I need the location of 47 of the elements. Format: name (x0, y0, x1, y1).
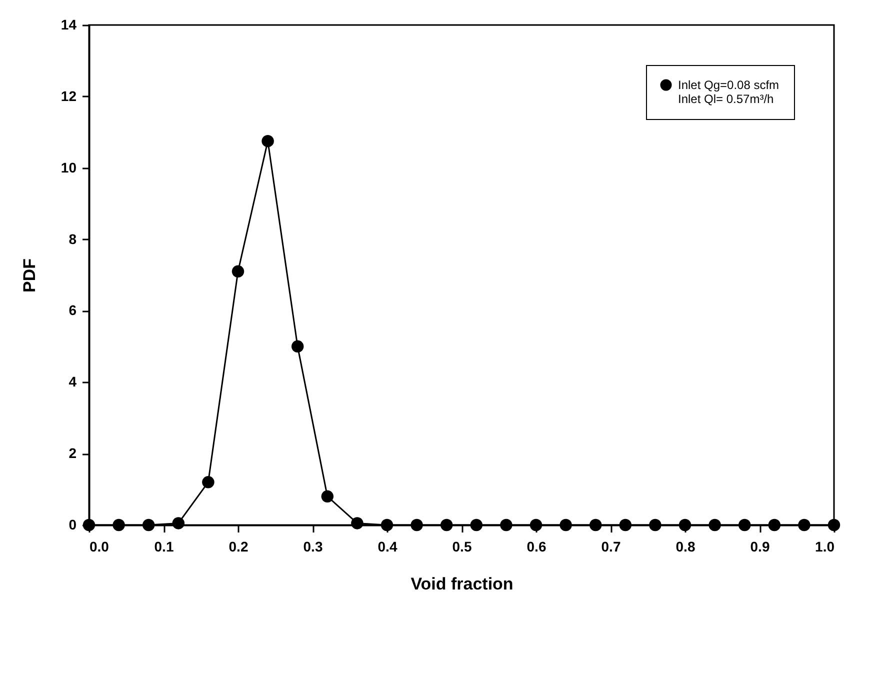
point (232, 265, 244, 278)
point (380, 518, 394, 532)
x-tick-label: 0.5 (452, 538, 472, 554)
point (321, 490, 334, 503)
x-tick-label: 0.2 (228, 538, 248, 554)
x-tick-label: 0.4 (378, 538, 398, 554)
point (619, 518, 632, 532)
y-tick-label: 8 (68, 230, 77, 247)
point (530, 518, 542, 532)
point (768, 518, 781, 532)
point (112, 518, 125, 532)
x-tick-label: 0.6 (526, 538, 546, 554)
point (351, 517, 364, 530)
y-tick-label: 12 (60, 88, 77, 104)
point (440, 518, 453, 532)
y-axis-title: PDF (20, 258, 39, 292)
legend-label: Inlet Qg=0.08 scfm (678, 78, 780, 92)
point (678, 518, 692, 532)
x-tick-label: 0.3 (303, 538, 323, 554)
point (798, 518, 810, 532)
y-tick-label: 6 (68, 302, 77, 318)
y-tick-label: 2 (68, 445, 77, 462)
x-tick-label: 0.1 (154, 538, 174, 554)
point (560, 518, 572, 532)
y-tick-label: 10 (60, 159, 77, 176)
y-tick-label: 0 (68, 516, 77, 532)
point (738, 518, 751, 532)
point (202, 476, 214, 488)
point (172, 517, 185, 530)
x-tick-label: 0.8 (676, 538, 696, 554)
point (708, 518, 721, 532)
point (649, 518, 662, 532)
x-tick-label: 0.9 (750, 538, 770, 554)
point (470, 518, 483, 532)
point (500, 518, 512, 532)
point (142, 518, 155, 532)
y-tick-label: 4 (68, 374, 77, 390)
x-tick-label: 0.7 (601, 538, 621, 554)
x-tick-label: 0.0 (90, 538, 110, 554)
x-axis-title: Void fraction (410, 574, 514, 594)
point (291, 340, 304, 353)
point (262, 134, 274, 148)
x-tick-label: 1.0 (815, 538, 835, 554)
point (589, 518, 602, 532)
point (410, 518, 423, 532)
y-tick-label: 14 (60, 16, 77, 32)
annotation: Inlet Ql= 0.57m³/h (678, 92, 774, 106)
